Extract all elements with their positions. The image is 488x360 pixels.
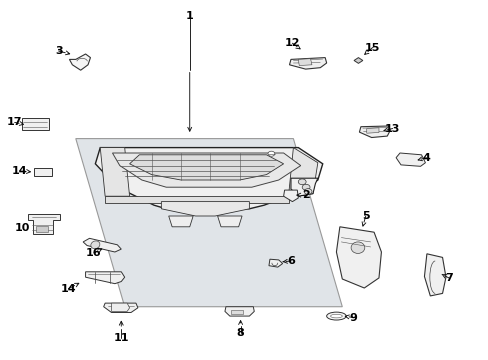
Text: 1: 1 — [185, 11, 193, 21]
Ellipse shape — [330, 314, 342, 318]
Text: 14: 14 — [12, 166, 27, 176]
Polygon shape — [268, 259, 282, 267]
Text: 7: 7 — [444, 273, 452, 283]
Circle shape — [267, 151, 274, 156]
Polygon shape — [112, 153, 300, 187]
Bar — [230, 310, 243, 314]
Polygon shape — [100, 148, 129, 196]
Circle shape — [298, 179, 305, 185]
Bar — [21, 118, 49, 130]
Text: 6: 6 — [286, 256, 294, 266]
Polygon shape — [105, 196, 288, 203]
Text: 3: 3 — [55, 46, 62, 56]
Polygon shape — [76, 139, 342, 307]
Text: 8: 8 — [236, 328, 244, 338]
Text: 17: 17 — [7, 117, 22, 127]
Text: 2: 2 — [301, 190, 309, 200]
Circle shape — [302, 184, 309, 190]
Polygon shape — [288, 148, 317, 196]
Text: 12: 12 — [284, 38, 300, 48]
Text: 10: 10 — [14, 222, 30, 233]
Ellipse shape — [91, 241, 100, 249]
Polygon shape — [353, 58, 362, 63]
Polygon shape — [69, 54, 90, 70]
Polygon shape — [366, 128, 378, 133]
Polygon shape — [217, 216, 242, 227]
Polygon shape — [83, 238, 121, 252]
Ellipse shape — [326, 312, 346, 320]
Text: 13: 13 — [384, 123, 400, 134]
Text: 4: 4 — [422, 153, 429, 163]
Polygon shape — [395, 153, 425, 166]
Polygon shape — [224, 307, 254, 316]
Polygon shape — [290, 178, 317, 196]
Polygon shape — [336, 227, 381, 288]
Bar — [34, 168, 52, 176]
Bar — [36, 226, 48, 232]
Text: 15: 15 — [364, 42, 380, 53]
Polygon shape — [103, 303, 138, 312]
Polygon shape — [95, 148, 322, 209]
Polygon shape — [129, 155, 283, 180]
Text: 14: 14 — [61, 284, 76, 294]
Polygon shape — [168, 216, 193, 227]
Text: 5: 5 — [361, 211, 369, 221]
Polygon shape — [111, 303, 129, 311]
Polygon shape — [28, 214, 60, 234]
Polygon shape — [289, 58, 326, 69]
Circle shape — [304, 189, 311, 194]
Polygon shape — [283, 190, 298, 202]
Text: 9: 9 — [348, 312, 356, 323]
Polygon shape — [298, 59, 311, 66]
Text: 16: 16 — [86, 248, 102, 258]
Polygon shape — [359, 126, 389, 138]
Polygon shape — [85, 272, 124, 284]
Polygon shape — [424, 254, 445, 296]
Polygon shape — [161, 202, 249, 216]
Ellipse shape — [350, 242, 364, 253]
Text: 11: 11 — [113, 333, 129, 343]
